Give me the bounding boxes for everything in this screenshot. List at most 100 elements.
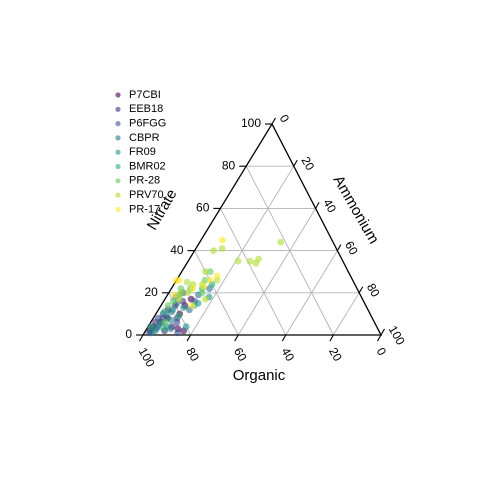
data-point	[202, 295, 209, 303]
legend-marker	[115, 149, 121, 155]
data-point	[200, 283, 208, 290]
grid-lines	[168, 165, 360, 336]
data-point	[169, 306, 177, 314]
legend-label: PR-17	[129, 203, 160, 215]
right-tick-label: 80	[364, 281, 383, 300]
right-tick-mark	[358, 286, 364, 294]
data-point	[177, 289, 185, 297]
legend-item-PRV70: PRV70	[115, 189, 164, 201]
data-point	[206, 268, 214, 276]
legend-item-P6FGG: P6FGG	[115, 118, 166, 130]
legend-marker	[115, 163, 121, 170]
bottom-tick-mark	[377, 334, 382, 342]
bottom-tick-label: 0	[374, 345, 390, 358]
bottom-tick-mark	[234, 334, 239, 342]
series-FR09	[151, 293, 213, 335]
data-point	[154, 314, 162, 322]
data-point	[160, 325, 167, 333]
legend-item-BMR02: BMR02	[115, 160, 166, 172]
data-point	[161, 318, 169, 326]
data-point	[174, 329, 182, 337]
bottom-tick-mark	[281, 334, 287, 342]
legend-item-EEB18: EEB18	[115, 103, 163, 115]
bottom-tick-label: 20	[326, 345, 345, 364]
right-tick-mark	[380, 328, 385, 336]
legend-marker	[115, 135, 121, 141]
data-point	[188, 302, 196, 309]
data-point	[147, 323, 154, 330]
legend-label: P6FGG	[129, 118, 166, 130]
data-point	[218, 245, 226, 252]
grid-line-ammonium-40	[237, 208, 316, 336]
triangle-outline	[141, 122, 383, 336]
data-point	[189, 285, 197, 292]
legend-label: P7CBI	[129, 89, 161, 101]
data-point	[255, 255, 262, 263]
legend-item-PR-17: PR-17	[115, 203, 160, 215]
legend-marker	[115, 106, 121, 112]
bottom-tick-mark	[139, 334, 144, 342]
bottom-tick-label: 80	[183, 345, 202, 364]
bottom-tick-mark	[329, 334, 334, 342]
left-tick-label: 20	[144, 285, 158, 299]
bottom-axis-title: Organic	[233, 367, 286, 384]
series-PR-17	[171, 236, 226, 309]
legend-item-PR-28: PR-28	[115, 175, 160, 187]
series-PRV70	[175, 238, 285, 303]
data-point	[219, 236, 226, 244]
data-point	[180, 304, 188, 311]
legend-item-P7CBI: P7CBI	[115, 89, 161, 101]
left-tick-label: 60	[196, 201, 210, 215]
right-tick-mark	[271, 117, 276, 125]
right-tick-label: 40	[320, 196, 339, 215]
left-tick-label: 0	[125, 327, 132, 341]
data-point	[169, 297, 177, 305]
data-point	[155, 321, 163, 328]
right-tick-label: 100	[386, 323, 408, 348]
data-point	[202, 268, 209, 276]
data-point	[175, 312, 182, 320]
data-points	[145, 236, 285, 337]
right-tick-mark	[315, 202, 320, 209]
data-point	[198, 289, 206, 297]
grid-line-organic-40	[220, 208, 287, 336]
data-point	[175, 295, 183, 303]
data-point	[164, 302, 172, 309]
data-point	[182, 323, 190, 330]
left-tick-label: 80	[222, 158, 236, 172]
legend-marker	[115, 192, 121, 198]
legend-marker	[115, 92, 121, 98]
right-tick-label: 0	[277, 112, 293, 125]
data-point	[246, 257, 254, 265]
bottom-tick-label: 40	[278, 345, 297, 364]
legend-label: FR09	[129, 146, 156, 158]
legend-marker	[115, 121, 121, 127]
legend-marker	[115, 206, 121, 212]
data-point	[234, 257, 242, 265]
legend-label: BMR02	[129, 160, 166, 172]
data-point	[184, 289, 192, 297]
data-point	[277, 238, 285, 246]
legend-marker	[115, 178, 121, 184]
legend-label: PRV70	[129, 189, 164, 201]
data-point	[151, 327, 159, 335]
data-point	[175, 276, 183, 284]
data-point	[213, 272, 221, 280]
data-point	[171, 291, 179, 299]
legend-label: CBPR	[129, 132, 160, 144]
data-point	[167, 316, 175, 324]
bottom-tick-label: 100	[136, 345, 158, 370]
right-axis-title: Ammonium	[330, 173, 383, 247]
grid-line-ammonium-60	[285, 250, 338, 336]
data-point	[183, 278, 191, 286]
data-point	[210, 247, 218, 255]
left-tick-label: 100	[241, 116, 261, 130]
legend-item-FR09: FR09	[115, 146, 156, 158]
triangle-frame	[141, 122, 383, 336]
bottom-tick-label: 60	[231, 345, 250, 364]
grid-line-organic-60	[194, 250, 239, 336]
right-tick-mark	[336, 244, 342, 251]
legend-label: EEB18	[129, 103, 163, 115]
